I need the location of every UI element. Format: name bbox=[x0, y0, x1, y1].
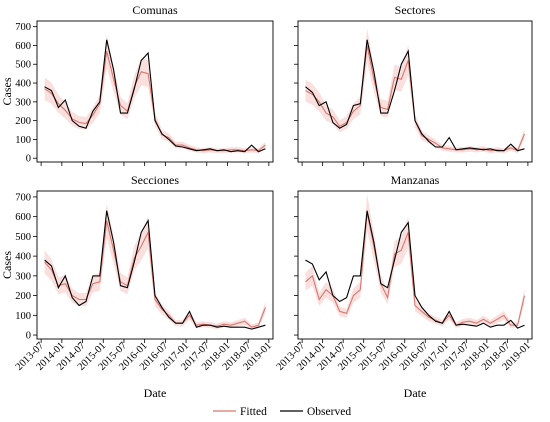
series-line-fitted bbox=[44, 220, 266, 328]
y-tick-label: 300 bbox=[15, 97, 31, 108]
y-tick-label: 200 bbox=[15, 116, 31, 127]
series-line-fitted bbox=[305, 212, 526, 326]
y-tick-label: 0 bbox=[26, 331, 31, 342]
series-line-observed bbox=[44, 210, 266, 330]
y-tick-label: 600 bbox=[15, 212, 31, 223]
fitted-interval-band bbox=[44, 203, 266, 330]
y-tick-label: 500 bbox=[15, 232, 31, 243]
panel-sectores: Sectores bbox=[294, 3, 533, 166]
y-tick-label: 700 bbox=[15, 192, 31, 203]
fitted-interval-band bbox=[305, 28, 525, 154]
legend: Fitted Observed bbox=[213, 406, 351, 418]
series-line-observed bbox=[305, 39, 525, 152]
y-axis-label: Cases bbox=[0, 251, 14, 279]
panel-frame bbox=[36, 20, 274, 163]
y-tick-label: 400 bbox=[15, 79, 31, 90]
panel-comunas: Comunas 0 100 200 300 400 500 600 700 Cases bbox=[0, 3, 274, 166]
series-line-observed bbox=[44, 39, 266, 153]
panel-frame bbox=[36, 190, 274, 340]
fitted-interval-band bbox=[44, 34, 266, 154]
y-tick-label: 400 bbox=[15, 252, 31, 263]
y-tick-label: 600 bbox=[15, 41, 31, 52]
panel-frame bbox=[297, 190, 533, 340]
y-tick-label: 200 bbox=[15, 291, 31, 302]
x-axis-label: Date bbox=[404, 386, 427, 400]
legend-label-observed: Observed bbox=[307, 406, 351, 418]
series-line-observed bbox=[305, 210, 525, 329]
chart-panels: Comunas 0 100 200 300 400 500 600 700 Cases Sector… bbox=[0, 3, 533, 400]
fitted-interval-band bbox=[305, 194, 525, 329]
y-tick-label: 100 bbox=[15, 311, 31, 322]
y-tick-label: 700 bbox=[15, 22, 31, 33]
y-tick-label: 100 bbox=[15, 135, 31, 146]
y-tick-label: 500 bbox=[15, 60, 31, 71]
panel-title: Comunas bbox=[132, 3, 178, 17]
y-tick-label: 0 bbox=[26, 154, 31, 165]
panel-title: Sectores bbox=[395, 3, 436, 17]
panel-frame bbox=[297, 20, 533, 163]
panel-secciones: Secciones01002003004005006007002013-0720… bbox=[0, 173, 274, 400]
y-axis-label: Cases bbox=[0, 77, 14, 105]
series-line-fitted bbox=[305, 45, 526, 152]
panel-title: Manzanas bbox=[391, 173, 440, 187]
series-line-fitted bbox=[44, 50, 266, 152]
x-axis-label: Date bbox=[144, 386, 167, 400]
legend-label-fitted: Fitted bbox=[240, 406, 267, 418]
y-tick-label: 300 bbox=[15, 271, 31, 282]
panel-title: Secciones bbox=[131, 173, 179, 187]
panel-manzanas: Manzanas2013-072014-012014-072015-012015… bbox=[275, 173, 533, 400]
